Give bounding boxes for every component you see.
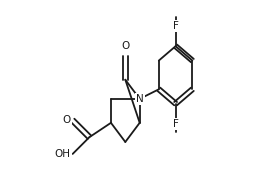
- Text: F: F: [173, 21, 179, 31]
- Text: O: O: [63, 115, 71, 125]
- Text: N: N: [136, 94, 144, 104]
- Text: F: F: [173, 119, 179, 129]
- Text: OH: OH: [55, 149, 71, 159]
- Text: O: O: [121, 41, 129, 51]
